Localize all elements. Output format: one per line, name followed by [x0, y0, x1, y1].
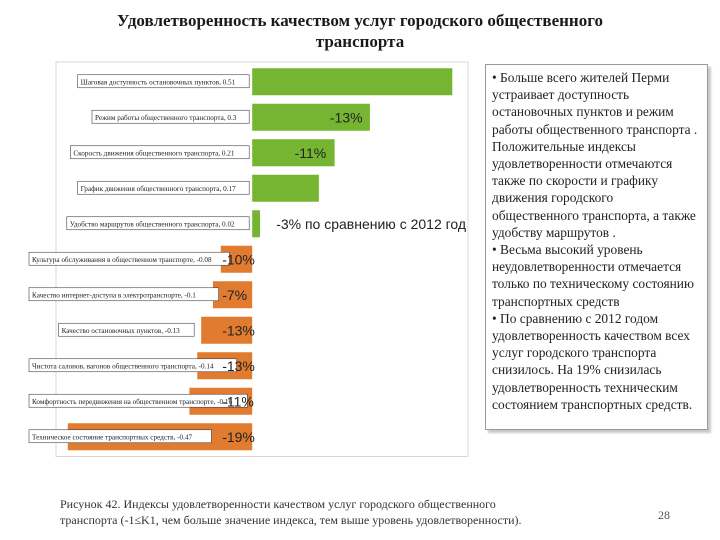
change-annotation: -11%	[295, 145, 327, 161]
chart-title: Удовлетворенность качеством услуг городс…	[116, 11, 604, 51]
change-annotation: -13%	[330, 109, 363, 125]
page-number: 28	[658, 508, 670, 522]
change-annotation: -7%	[222, 287, 247, 303]
bar	[212, 281, 253, 309]
category-label: Качество остановочных пунктов, -0.13	[62, 327, 181, 335]
category-label: Удобство маршрутов общественного транспо…	[70, 220, 235, 228]
category-label-box	[77, 74, 250, 89]
category-label-box	[70, 145, 250, 160]
category-label-box	[77, 180, 250, 195]
change-annotation: -19%	[222, 429, 255, 445]
category-label: Шаговая доступность остановочных пунктов…	[81, 78, 236, 86]
category-label-box	[28, 251, 230, 266]
bar	[201, 316, 253, 344]
category-label-box	[28, 393, 248, 408]
change-annotation: -13%	[222, 358, 255, 374]
category-label: Режим работы общественного транспорта, 0…	[95, 114, 237, 122]
category-label: Скорость движения общественного транспор…	[73, 149, 234, 157]
category-label-box	[58, 322, 195, 337]
summary-note: • Больше всего жителей Перми устраивает …	[485, 64, 708, 430]
category-label: Культура обслуживания в общественном тра…	[32, 256, 212, 264]
change-annotation: -13%	[222, 322, 255, 338]
bar	[252, 210, 261, 238]
category-label: Комфортность передвижения на общественно…	[32, 398, 232, 406]
bar	[252, 139, 335, 167]
category-label-box	[28, 358, 237, 373]
category-label: Качество интернет-доступа в электротранс…	[32, 291, 196, 299]
change-annotation: -3% по сравнению с 2012 год	[276, 216, 466, 232]
category-label: График движения общественного транспорта…	[81, 185, 236, 193]
note-bullet-3: • По сравнению с 2012 годом удовлетворен…	[492, 310, 693, 412]
note-bullet-2: • Весьма высокий уровень неудовлетворенн…	[492, 242, 694, 309]
category-label-box	[28, 429, 212, 444]
figure-caption: Рисунок 42. Индексы удовлетворенности ка…	[60, 497, 522, 527]
note-bullet-1: • Больше всего жителей Перми устраивает …	[492, 70, 698, 240]
change-annotation: -10%	[222, 251, 255, 267]
category-label-box	[91, 109, 250, 124]
bar	[252, 174, 319, 202]
bar	[252, 103, 370, 131]
bar	[252, 68, 453, 96]
category-label: Чистота салонов, вагонов общественного т…	[32, 362, 214, 370]
category-label-box	[28, 287, 219, 302]
change-annotation: -11%	[222, 393, 254, 409]
category-label-box	[66, 216, 250, 231]
category-label: Техническое состояние транспортных средс…	[32, 433, 193, 441]
